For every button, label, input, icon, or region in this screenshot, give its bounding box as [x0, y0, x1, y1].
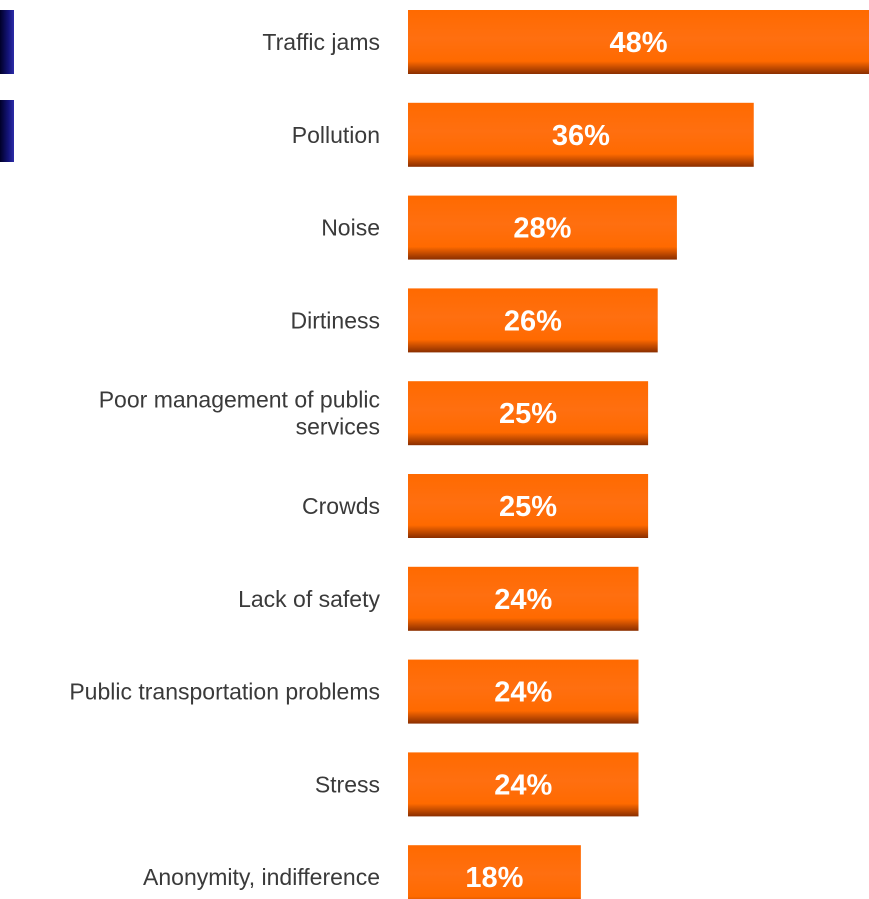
bar: [408, 474, 649, 538]
category-label: Dirtiness: [291, 307, 380, 333]
bar: [408, 566, 639, 631]
category-label: Lack of safety: [238, 586, 380, 612]
bar: [408, 659, 639, 724]
bar-value-label: 25%: [499, 398, 557, 430]
category-label: Poor management of public: [99, 387, 380, 413]
bar-value-label: 18%: [465, 862, 523, 894]
decorative-edge-block: [0, 10, 14, 74]
category-label: Public transportation problems: [69, 679, 380, 705]
bar-value-label: 24%: [494, 584, 552, 616]
category-label: Pollution: [292, 122, 380, 148]
bar-value-label: 36%: [552, 120, 610, 152]
decorative-edge-block: [0, 100, 14, 162]
category-label: Traffic jams: [262, 29, 380, 55]
bars-group: [408, 10, 869, 899]
category-label: Crowds: [302, 493, 380, 519]
bar-value-label: 24%: [494, 677, 552, 709]
category-labels-group: Traffic jams Pollution Noise Dirtiness Poor …: [69, 29, 380, 890]
bar: [408, 102, 754, 167]
bar: [408, 195, 677, 260]
bar-value-label: 48%: [609, 27, 667, 59]
category-label: Stress: [315, 771, 380, 797]
bar: [408, 752, 639, 817]
category-label: Anonymity, indifference: [143, 864, 380, 890]
bar: [408, 845, 581, 899]
bar: [408, 288, 658, 353]
bar: [408, 381, 649, 446]
bar-value-label: 28%: [513, 213, 571, 245]
bar-value-label: 24%: [494, 769, 552, 801]
bar-value-label: 25%: [499, 491, 557, 523]
bar: [408, 10, 869, 74]
category-label: Noise: [321, 215, 380, 241]
value-labels-group: 48% 36% 28% 26% 25% 25% 24% 24% 24% 18%: [465, 27, 667, 894]
bar-value-label: 26%: [504, 305, 562, 337]
category-label: services: [296, 414, 380, 440]
